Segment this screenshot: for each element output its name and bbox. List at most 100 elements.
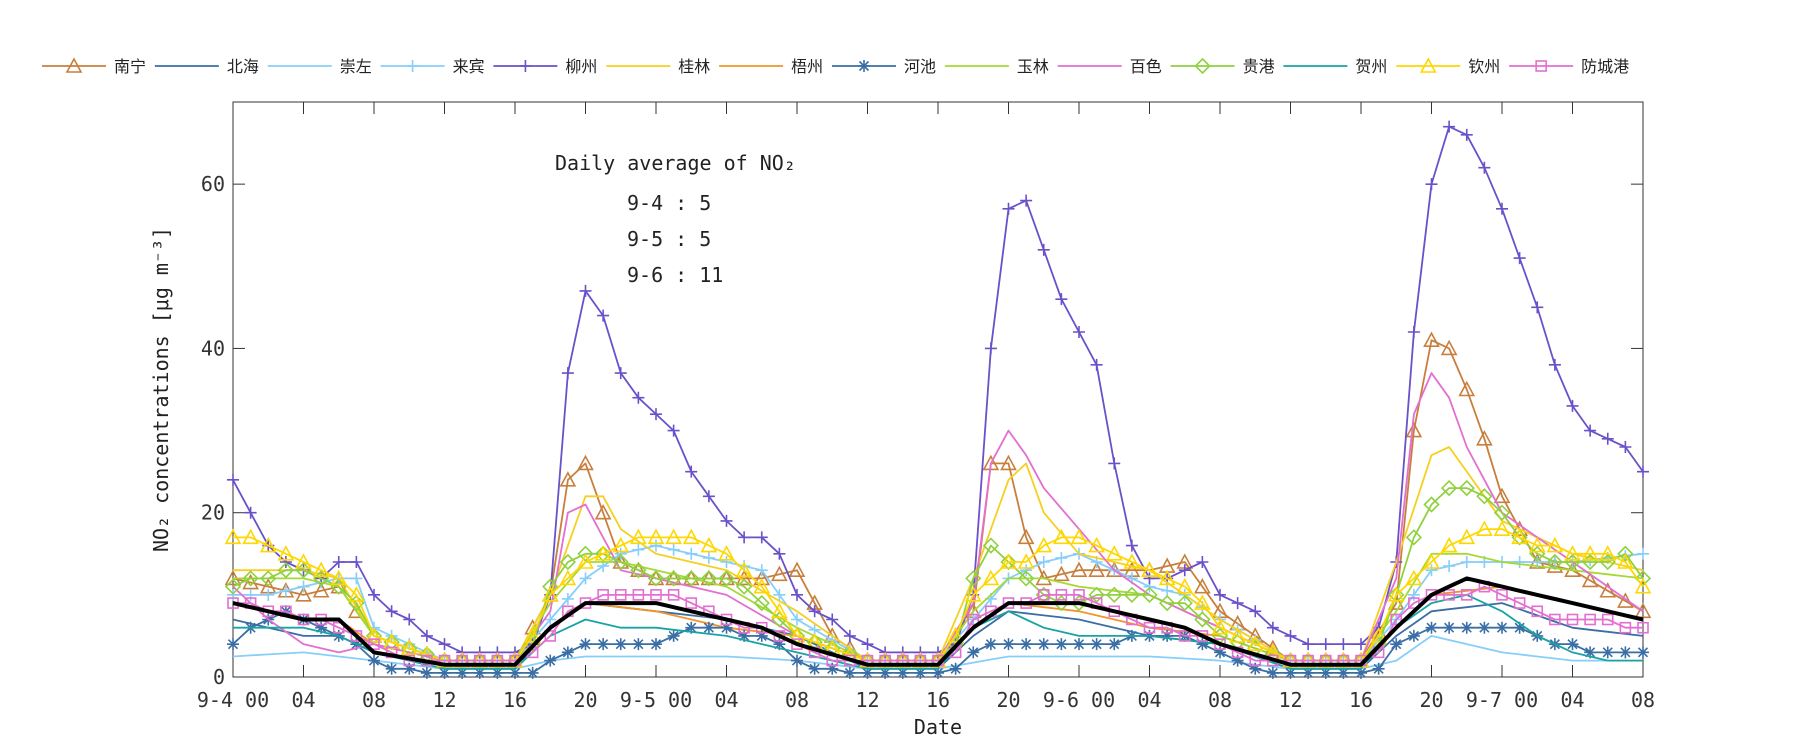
data-point	[718, 570, 735, 587]
data-point	[984, 638, 997, 651]
x-tick-label: 9-4 00	[197, 688, 269, 712]
data-point	[1493, 504, 1511, 521]
data-point	[826, 613, 839, 626]
series-柳州	[227, 120, 1649, 659]
data-point	[1194, 611, 1211, 628]
y-axis-label: NO₂ concentrations [μg m⁻³]	[149, 227, 173, 552]
data-point	[1002, 638, 1015, 651]
data-point	[1581, 545, 1599, 561]
data-point	[312, 582, 330, 598]
data-point	[932, 666, 944, 679]
data-point	[720, 621, 733, 634]
data-point	[368, 638, 380, 650]
data-point	[1229, 627, 1246, 643]
legend-item: 玉林	[944, 57, 1049, 76]
data-point	[1584, 424, 1597, 437]
data-point	[1037, 638, 1050, 651]
data-point	[597, 638, 610, 651]
data-point	[685, 465, 698, 478]
data-point	[755, 531, 768, 544]
data-point	[400, 639, 418, 656]
data-point	[594, 545, 612, 561]
data-point	[1158, 569, 1176, 586]
data-point	[650, 408, 662, 421]
data-point	[438, 666, 451, 679]
legend-item: 北海	[154, 57, 259, 76]
data-point	[1634, 602, 1652, 619]
data-point	[1601, 613, 1614, 626]
data-point	[1106, 586, 1123, 603]
y-tick-label: 0	[213, 665, 225, 689]
data-point	[312, 561, 330, 578]
data-point	[1405, 529, 1423, 546]
data-point	[1035, 536, 1053, 553]
legend-item: 来宾	[380, 57, 485, 76]
data-point	[1634, 577, 1652, 594]
data-point	[1337, 666, 1350, 679]
data-point	[277, 545, 295, 561]
legend-marker	[858, 60, 870, 72]
x-tick-label: 08	[362, 688, 386, 712]
data-point	[753, 594, 770, 612]
x-tick-label: 12	[432, 688, 456, 712]
data-point	[1513, 556, 1526, 568]
data-point	[1372, 662, 1385, 675]
annotation-line: 9-5 : 5	[627, 227, 711, 251]
data-point	[1037, 556, 1050, 568]
data-point	[1088, 561, 1105, 578]
data-point	[1319, 666, 1332, 679]
data-point	[1266, 621, 1279, 634]
data-point	[561, 367, 574, 380]
legend-marker	[1535, 60, 1547, 72]
data-point	[702, 490, 715, 503]
data-point	[242, 528, 259, 545]
data-point	[544, 613, 557, 626]
legend-label: 桂林	[678, 57, 710, 76]
data-point	[1564, 545, 1581, 561]
data-point	[259, 536, 277, 553]
data-point	[350, 630, 363, 642]
data-point	[295, 586, 312, 602]
data-point	[262, 588, 275, 601]
data-point	[1053, 594, 1070, 612]
data-point	[1017, 570, 1035, 587]
data-point	[1017, 553, 1035, 569]
data-point	[685, 547, 698, 560]
x-tick-label: 08	[785, 688, 809, 712]
data-point	[1020, 564, 1033, 577]
data-point	[1020, 638, 1033, 651]
series-line	[232, 372, 1644, 662]
data-point	[1158, 594, 1176, 612]
data-point	[614, 547, 627, 560]
data-point	[1176, 594, 1193, 612]
data-point	[632, 638, 645, 651]
data-point	[1231, 597, 1244, 610]
legend-label: 河池	[904, 57, 936, 76]
data-point	[526, 666, 539, 679]
data-point	[420, 629, 433, 642]
data-point	[667, 629, 680, 642]
data-point	[1073, 638, 1085, 651]
x-tick-label: 20	[996, 688, 1020, 712]
data-point	[350, 556, 363, 568]
data-point	[544, 630, 557, 642]
data-point	[1037, 589, 1050, 601]
legend-item: 河池	[832, 57, 936, 76]
data-point	[1458, 380, 1476, 397]
data-point	[753, 569, 771, 586]
data-point	[614, 638, 627, 651]
data-point	[650, 589, 662, 601]
data-point	[1214, 588, 1226, 601]
data-point	[1178, 564, 1191, 577]
data-point	[700, 536, 718, 553]
data-point	[1584, 613, 1596, 626]
data-point	[1088, 536, 1105, 553]
data-point	[1073, 589, 1085, 601]
data-point	[1513, 252, 1526, 265]
data-point	[1388, 586, 1405, 603]
data-point	[1443, 120, 1456, 133]
data-point	[1425, 621, 1438, 634]
legend-item: 贵港	[1170, 57, 1275, 76]
legend-item: 贺州	[1283, 57, 1387, 76]
data-point	[1123, 553, 1141, 569]
